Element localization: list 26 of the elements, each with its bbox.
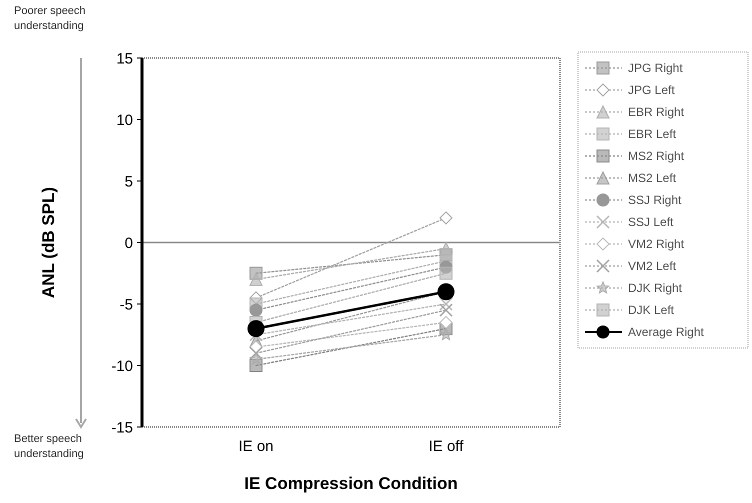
y-tick-label: -5 [120, 296, 133, 314]
legend-label: SSJ Left [628, 215, 674, 230]
x-tick-label: IE on [238, 438, 274, 455]
legend-label: SSJ Right [628, 193, 682, 208]
legend-label: Average Right [628, 325, 704, 340]
y-tick-label: -10 [111, 358, 133, 375]
legend-label: EBR Left [628, 127, 677, 142]
legend-label: VM2 Left [628, 259, 677, 274]
legend-label: JPG Right [628, 61, 684, 76]
y-axis-title: ANL (dB SPL) [39, 186, 58, 298]
text: Better speech understanding [14, 433, 84, 460]
y-tick-label: 10 [116, 112, 133, 129]
legend-label: DJK Right [628, 281, 683, 296]
y-tick-label: 0 [124, 234, 133, 252]
text: Poorer speech understanding [14, 5, 86, 32]
legend-label: EBR Right [628, 105, 685, 120]
y-tick-label: -15 [111, 419, 133, 436]
y-tick-label: 5 [124, 173, 133, 190]
legend-label: JPG Left [628, 83, 676, 98]
legend-label: DJK Left [628, 303, 675, 318]
legend-label: MS2 Right [628, 149, 685, 164]
y-tick-label: 15 [116, 50, 133, 68]
legend-label: VM2 Right [628, 237, 685, 252]
x-tick-label: IE off [428, 438, 464, 455]
legend-label: MS2 Left [628, 171, 677, 186]
x-axis-title: IE Compression Condition [244, 474, 458, 493]
